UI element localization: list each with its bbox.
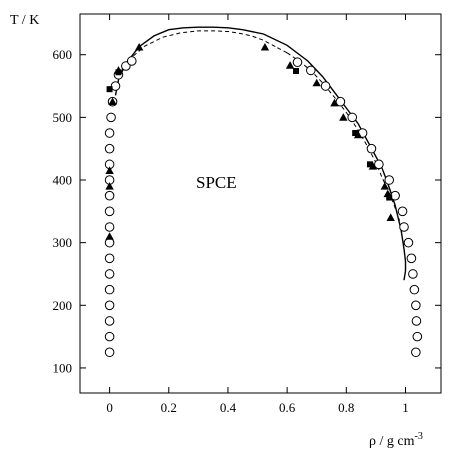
y-tick-label: 600 xyxy=(53,47,73,62)
open-circle-point xyxy=(126,56,137,66)
open-circle-point xyxy=(374,159,384,170)
x-tick-label: 0.2 xyxy=(161,400,177,415)
open-circle-point xyxy=(104,331,115,342)
filled-triangle-point xyxy=(339,113,348,121)
filled-triangle-point xyxy=(386,213,395,221)
open-circle-point xyxy=(104,347,115,358)
filled-square-point xyxy=(293,68,300,75)
y-tick-label: 100 xyxy=(53,360,73,375)
open-circle-point xyxy=(104,143,115,154)
open-circle-point xyxy=(411,316,422,326)
y-tick-label: 500 xyxy=(53,110,73,125)
filled-square-point xyxy=(386,194,393,201)
dashed-coexistence-curve xyxy=(118,30,276,81)
open-circle-point xyxy=(106,112,116,123)
filled-triangle-point xyxy=(105,166,114,174)
open-circle-point xyxy=(104,269,115,279)
open-circle-point xyxy=(104,206,115,217)
filled-triangle-point xyxy=(108,97,117,106)
x-axis-title-main: ρ / g cm xyxy=(369,434,415,449)
open-circle-point xyxy=(408,269,418,279)
x-tick-label: 0.6 xyxy=(279,400,296,415)
open-circle-point xyxy=(409,284,420,295)
y-tick-label: 400 xyxy=(53,173,73,188)
x-tick-label: 0.8 xyxy=(338,400,354,415)
ticks-layer: 0 0.2 0.4 0.6 0.8 1 100 200 300 400 500 600 xyxy=(53,14,441,415)
filled-square-point xyxy=(106,86,113,93)
dashed-coexistence-curve-join xyxy=(275,46,288,54)
open-circle-point xyxy=(292,57,303,68)
spce-annotation: SPCE xyxy=(196,173,237,192)
filled-triangle-point xyxy=(134,43,144,51)
open-circle-point xyxy=(399,222,409,232)
x-tick-label: 0.4 xyxy=(220,400,237,415)
open-circle-point xyxy=(347,112,358,123)
filled-square-point xyxy=(115,69,122,76)
open-circle-point xyxy=(104,284,115,295)
open-circle-point xyxy=(104,253,115,264)
open-circle-point xyxy=(412,331,423,342)
x-tick-label: 0 xyxy=(106,400,113,415)
open-circle-point xyxy=(104,316,115,326)
y-tick-label: 300 xyxy=(53,235,73,250)
filled-triangle-point xyxy=(285,61,295,69)
y-tick-label: 200 xyxy=(53,298,73,313)
filled-square-point xyxy=(366,161,373,168)
dashed-coexistence-curve xyxy=(286,52,401,221)
filled-square-point xyxy=(352,130,359,137)
open-circle-point xyxy=(384,175,395,185)
solid-coexistence-curve xyxy=(114,26,407,281)
open-circle-point xyxy=(411,347,421,358)
open-circle-point xyxy=(306,65,316,76)
open-circle-point xyxy=(411,300,421,311)
open-circle-point xyxy=(397,206,408,217)
open-circle-point xyxy=(366,143,377,154)
open-circle-point xyxy=(104,222,115,232)
filled-triangle-point xyxy=(260,43,270,51)
open-circle-point xyxy=(104,190,115,201)
open-circle-point xyxy=(104,300,115,311)
open-circle-point xyxy=(104,128,115,138)
open-circle-point xyxy=(110,81,121,91)
markers-layer xyxy=(104,43,423,358)
plot-frame xyxy=(79,13,442,394)
curves-layer xyxy=(114,26,407,281)
filled-triangle-point xyxy=(105,182,114,190)
open-circle-point xyxy=(320,81,331,91)
open-circle-point xyxy=(403,237,414,248)
x-axis-title-superscript: -3 xyxy=(414,431,422,442)
x-axis-title: ρ / g cm-3 xyxy=(369,431,423,449)
x-tick-label: 1 xyxy=(402,400,409,415)
open-circle-point xyxy=(406,253,417,264)
filled-triangle-point xyxy=(380,182,389,190)
filled-triangle-point xyxy=(312,78,321,87)
filled-triangle-point xyxy=(105,232,114,240)
y-axis-title: T / K xyxy=(10,13,39,28)
filled-triangle-point xyxy=(330,98,339,107)
